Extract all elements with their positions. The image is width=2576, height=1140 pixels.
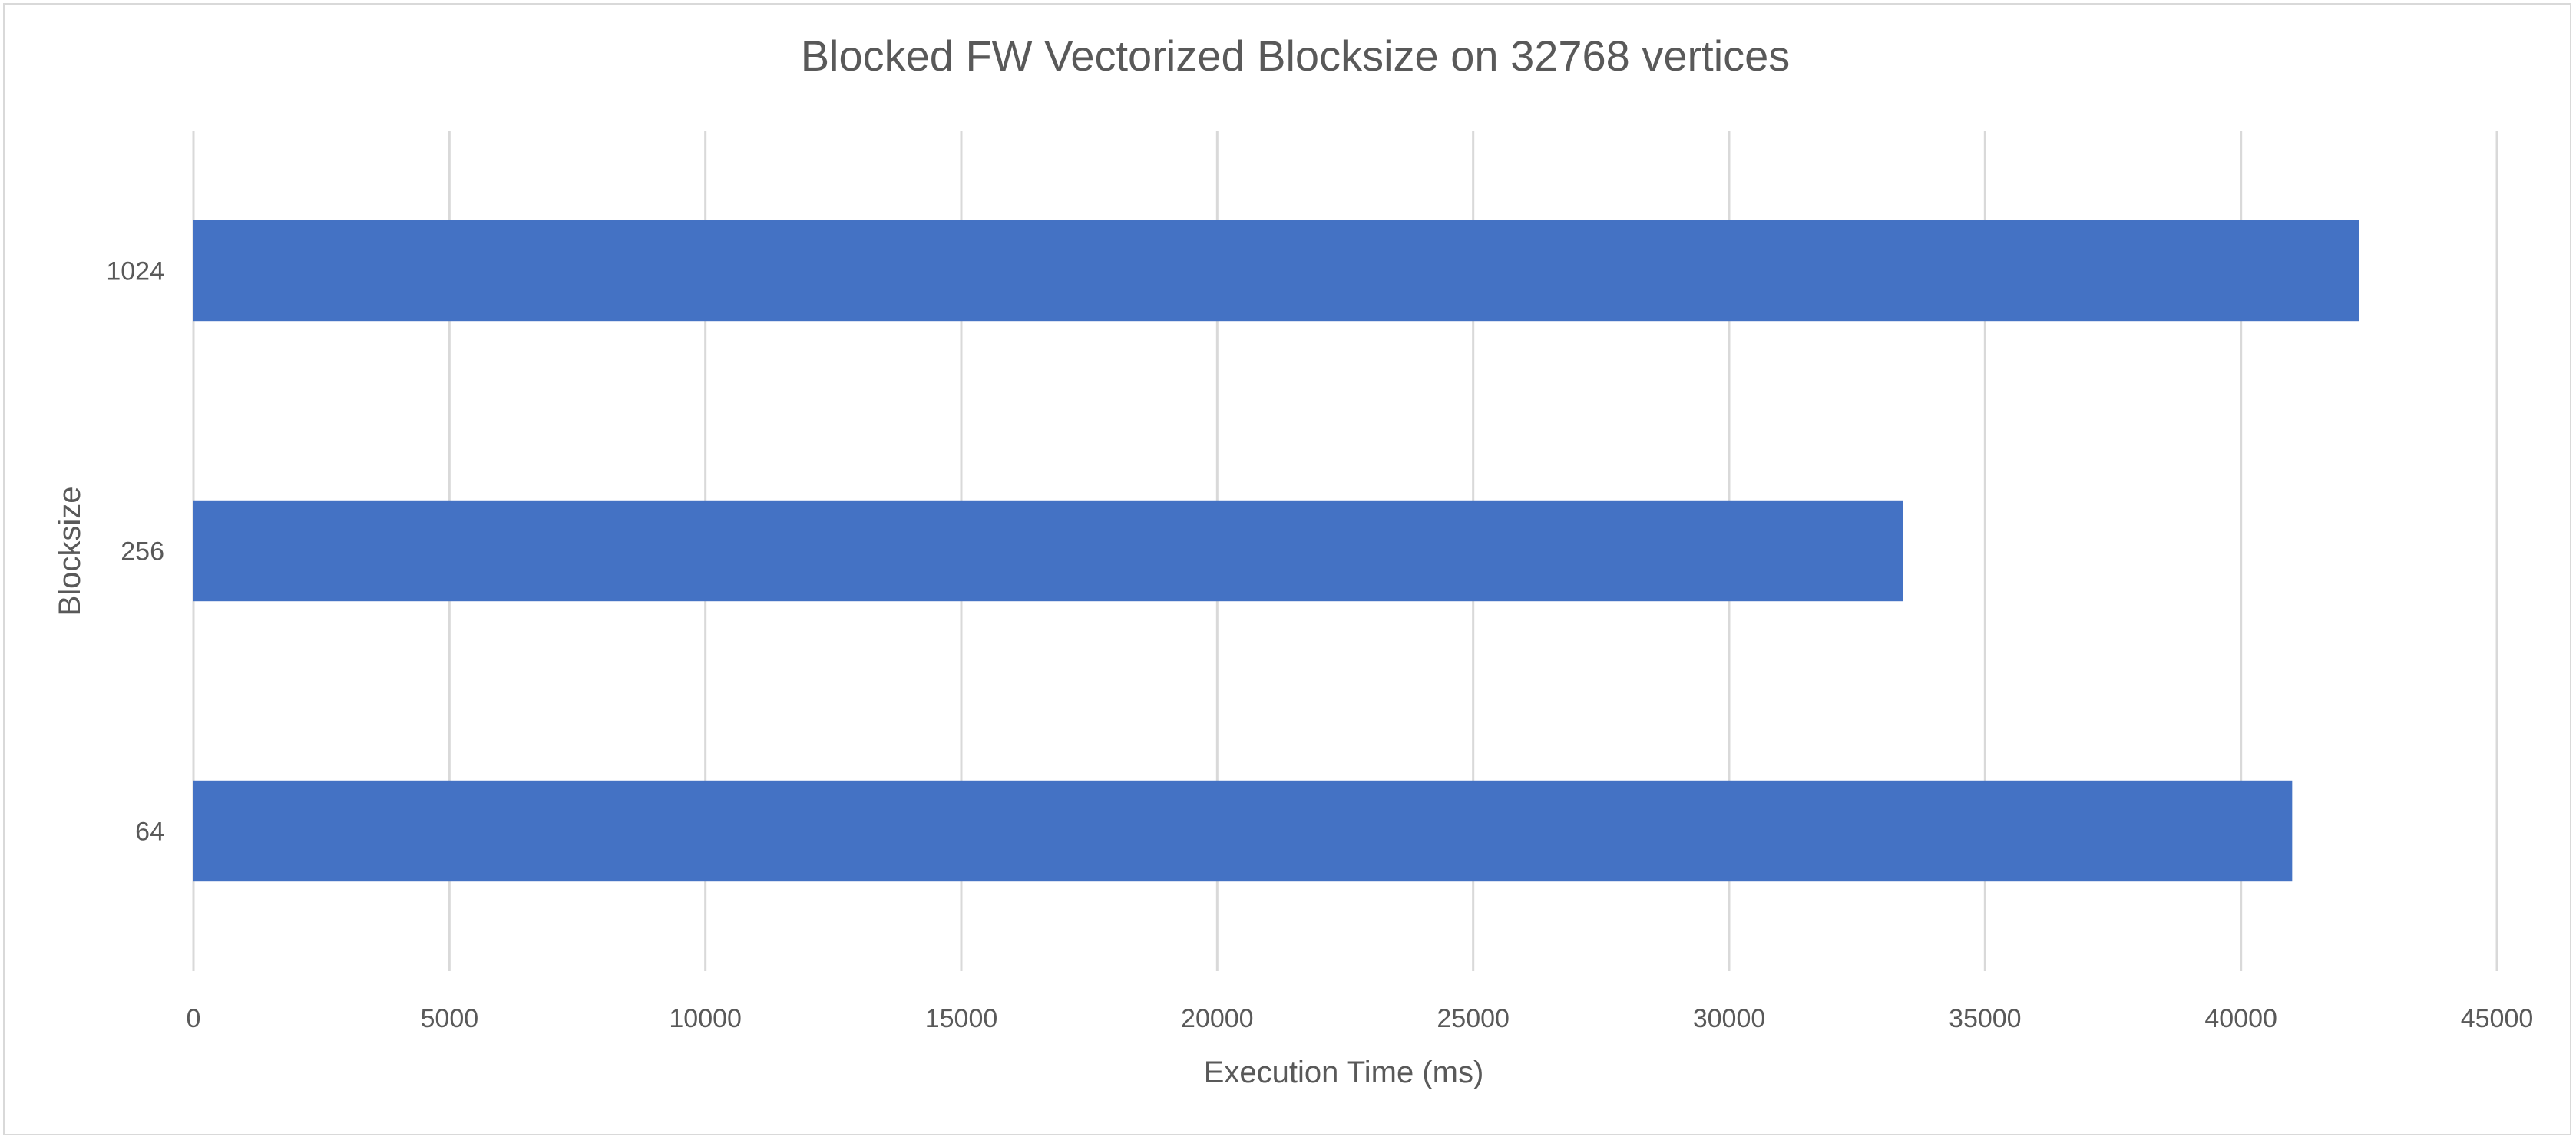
- y-axis-title: Blocksize: [53, 487, 87, 616]
- x-tick-label: 15000: [925, 1004, 998, 1033]
- y-tick-label: 1024: [106, 257, 164, 286]
- y-tick-label: 64: [135, 818, 164, 847]
- x-tick-label: 40000: [2204, 1004, 2277, 1033]
- bar-1024: [193, 220, 2359, 322]
- x-tick-label: 5000: [421, 1004, 479, 1033]
- bar-64: [193, 780, 2293, 882]
- chart-title: Blocked FW Vectorized Blocksize on 32768…: [801, 31, 1791, 80]
- x-axis-title: Execution Time (ms): [1204, 1056, 1484, 1089]
- y-axis-ticks: 1024 256 64: [106, 257, 164, 847]
- bars: [193, 220, 2359, 882]
- y-tick-label: 256: [121, 537, 164, 567]
- bar-256: [193, 500, 1903, 602]
- x-tick-label: 45000: [2461, 1004, 2534, 1033]
- x-tick-label: 20000: [1181, 1004, 1254, 1033]
- x-axis-ticks: 0 5000 10000 15000 20000 25000 30000 35000 40000…: [187, 1004, 2534, 1033]
- x-tick-label: 30000: [1693, 1004, 1766, 1033]
- x-tick-label: 10000: [669, 1004, 742, 1033]
- x-tick-label: 25000: [1437, 1004, 1510, 1033]
- x-tick-label: 35000: [1949, 1004, 2022, 1033]
- x-tick-label: 0: [187, 1004, 201, 1033]
